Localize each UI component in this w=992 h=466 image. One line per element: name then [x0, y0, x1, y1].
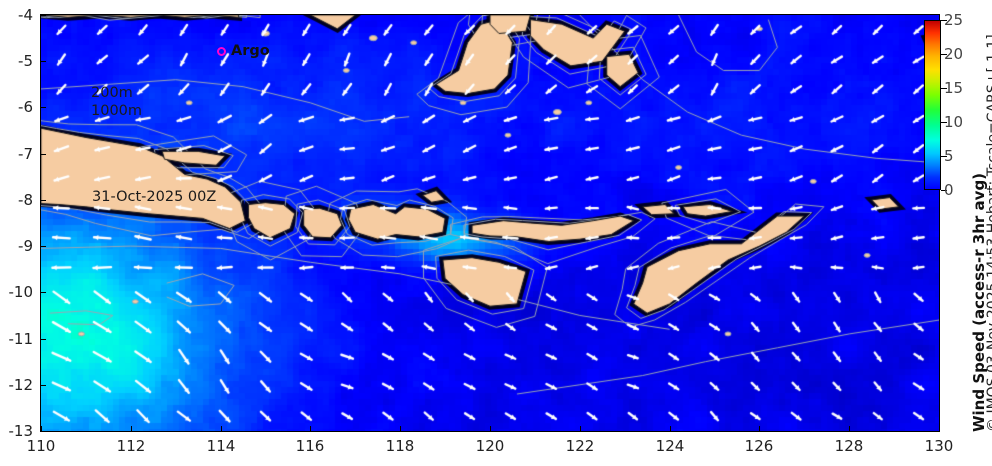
- x-axis-tick: [131, 426, 132, 432]
- colorbar-tick: [941, 54, 947, 55]
- y-axis-tick-label: -6: [18, 98, 33, 116]
- x-axis-tick-label: 110: [26, 437, 56, 455]
- colorbar-tick: [941, 122, 947, 123]
- colorbar-tick: [941, 88, 947, 89]
- map-plot-area[interactable]: 200m 1000m 31-Oct-2025 00Z Argo: [40, 14, 940, 432]
- y-axis-tick: [40, 61, 46, 62]
- y-axis-tick-label: -4: [18, 6, 33, 24]
- y-axis-tick: [40, 200, 46, 201]
- y-axis-tick-label: -9: [18, 237, 33, 255]
- colorbar-tick-label: 25: [944, 11, 964, 29]
- colorbar-tick-label: 15: [944, 79, 964, 97]
- y-axis-tick: [40, 339, 46, 340]
- y-axis-tick: [40, 431, 46, 432]
- x-axis-tick-label: 112: [116, 437, 146, 455]
- colorbar-tick: [941, 190, 947, 191]
- x-axis-tick-label: 114: [206, 437, 236, 455]
- y-axis-tick: [40, 107, 46, 108]
- y-axis-tick-label: -8: [18, 191, 33, 209]
- colorbar-gradient: [924, 20, 941, 190]
- x-axis-tick: [221, 426, 222, 432]
- colorbar-tick-label: 0: [944, 181, 954, 199]
- x-axis-tick-label: 116: [295, 437, 325, 455]
- y-axis-tick: [40, 292, 46, 293]
- x-axis-tick: [759, 426, 760, 432]
- argo-marker-label: Argo: [231, 43, 270, 59]
- x-axis-tick: [670, 426, 671, 432]
- y-axis-tick-label: -13: [8, 422, 34, 440]
- y-axis-tick-label: -12: [8, 376, 34, 394]
- y-axis-tick: [40, 15, 46, 16]
- argo-float-marker[interactable]: Argo: [217, 43, 270, 59]
- colorbar-tick-label: 5: [944, 147, 954, 165]
- y-axis-tick: [40, 385, 46, 386]
- x-axis-tick-label: 118: [385, 437, 415, 455]
- colorbar-tick-label: 10: [944, 113, 964, 131]
- y-axis-tick-label: -10: [8, 283, 34, 301]
- x-axis-tick-label: 126: [744, 437, 774, 455]
- y-axis-tick-label: -11: [8, 330, 34, 348]
- x-axis-tick: [41, 426, 42, 432]
- x-axis-tick-label: 122: [565, 437, 595, 455]
- wind-speed-heatmap-canvas[interactable]: [41, 15, 939, 431]
- y-axis-tick-label: -7: [18, 145, 33, 163]
- x-axis-tick: [490, 426, 491, 432]
- colorbar-tick: [941, 156, 947, 157]
- colorbar-tick-label: 20: [944, 45, 964, 63]
- colorbar-tick: [941, 20, 947, 21]
- y-axis-tick: [40, 154, 46, 155]
- argo-marker-icon: [217, 46, 226, 56]
- y-axis-tick-label: -5: [18, 52, 33, 70]
- x-axis-tick-label: 124: [655, 437, 685, 455]
- x-axis-tick: [400, 426, 401, 432]
- x-axis-tick: [580, 426, 581, 432]
- x-axis-tick: [849, 426, 850, 432]
- x-axis-tick-label: 128: [834, 437, 864, 455]
- x-axis-tick-label: 130: [924, 437, 954, 455]
- x-axis-tick: [939, 426, 940, 432]
- credit-text: © IMOS 03-Nov-2025 14:53 Hobart; Tscale=…: [985, 34, 992, 432]
- x-axis-tick: [310, 426, 311, 432]
- colorbar-ticks: [941, 14, 950, 196]
- y-axis-tick: [40, 246, 46, 247]
- x-axis-tick-label: 120: [475, 437, 505, 455]
